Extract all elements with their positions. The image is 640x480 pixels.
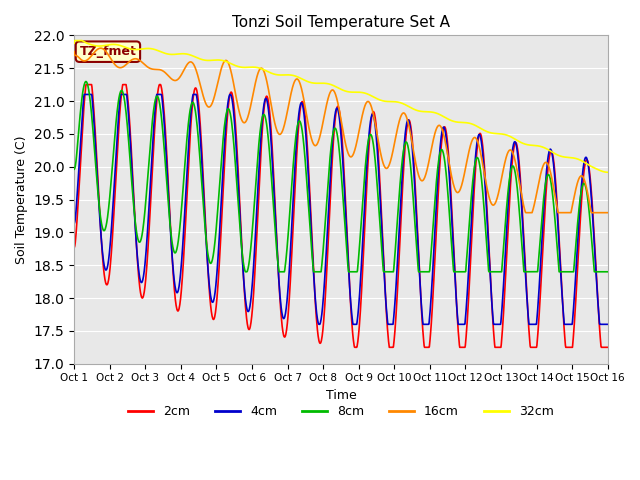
16cm (541, 160, 549, 166)
32cm (70, 38, 78, 44)
2cm (249, 301, 257, 307)
4cm (70, 221, 78, 227)
Line: 4cm: 4cm (74, 95, 608, 324)
Title: Tonzi Soil Temperature Set A: Tonzi Soil Temperature Set A (232, 15, 450, 30)
16cm (249, 92, 257, 98)
4cm (249, 274, 257, 279)
8cm (424, 269, 432, 275)
Legend: 2cm, 4cm, 8cm, 16cm, 32cm: 2cm, 4cm, 8cm, 16cm, 32cm (123, 400, 559, 423)
8cm (494, 269, 502, 275)
4cm (177, 275, 184, 280)
32cm (189, 53, 197, 59)
32cm (424, 109, 432, 115)
2cm (189, 95, 197, 101)
4cm (494, 322, 502, 327)
32cm (177, 51, 184, 57)
4cm (424, 322, 432, 327)
16cm (424, 164, 432, 169)
16cm (522, 210, 529, 216)
2cm (424, 345, 432, 350)
32cm (70, 40, 78, 46)
8cm (250, 216, 257, 221)
2cm (177, 299, 184, 305)
32cm (249, 64, 257, 70)
Y-axis label: Soil Temperature (C): Soil Temperature (C) (15, 135, 28, 264)
Line: 16cm: 16cm (74, 48, 608, 213)
Line: 8cm: 8cm (74, 82, 608, 272)
16cm (604, 210, 612, 216)
32cm (493, 131, 501, 136)
8cm (177, 221, 184, 227)
4cm (315, 322, 323, 327)
16cm (70, 49, 78, 55)
16cm (97, 45, 104, 51)
32cm (604, 169, 612, 175)
X-axis label: Time: Time (326, 389, 356, 402)
8cm (242, 269, 250, 275)
Text: TZ_fmet: TZ_fmet (79, 45, 136, 58)
2cm (541, 206, 549, 212)
8cm (82, 79, 90, 84)
2cm (70, 245, 78, 251)
2cm (351, 345, 358, 350)
2cm (82, 82, 90, 87)
2cm (604, 345, 612, 350)
16cm (189, 61, 197, 67)
16cm (177, 74, 184, 80)
4cm (604, 322, 612, 327)
Line: 2cm: 2cm (74, 84, 608, 348)
16cm (493, 194, 501, 200)
32cm (541, 145, 548, 151)
Line: 32cm: 32cm (74, 41, 608, 172)
8cm (70, 166, 78, 172)
4cm (541, 187, 549, 193)
8cm (604, 269, 612, 275)
8cm (189, 100, 197, 106)
8cm (541, 184, 549, 190)
2cm (494, 345, 502, 350)
4cm (81, 92, 88, 97)
4cm (189, 92, 197, 97)
